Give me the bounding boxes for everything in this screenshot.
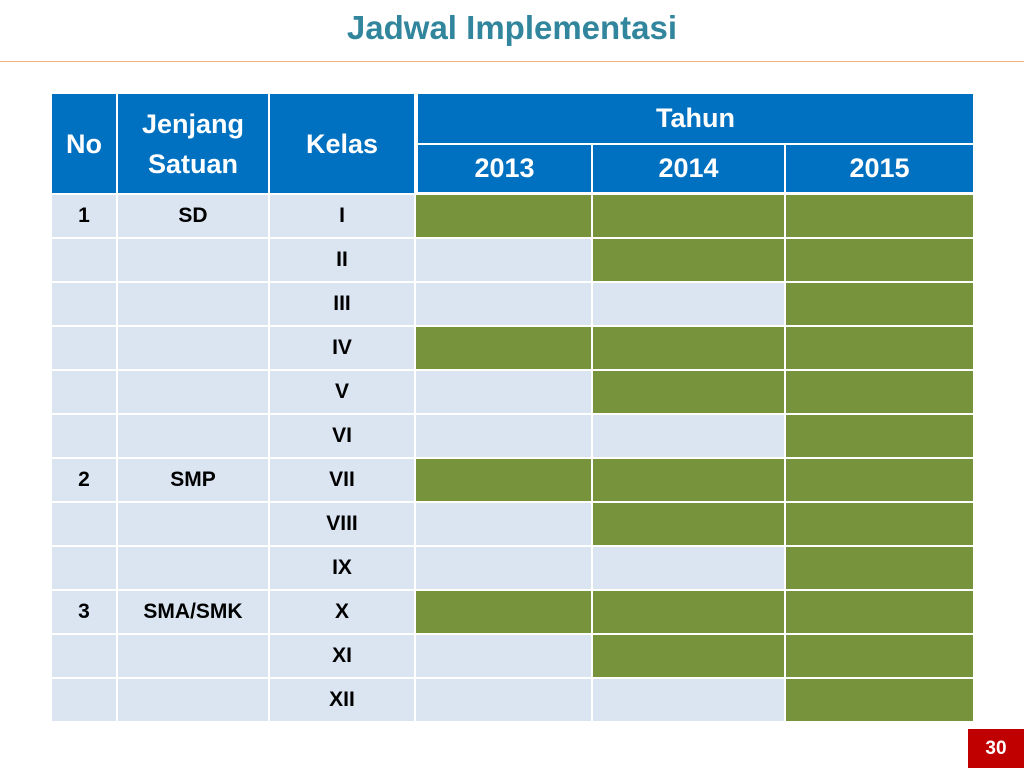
table-row: 1 SD I (52, 195, 974, 239)
cell-no (52, 635, 118, 679)
schedule-body: 1 SD I II III IV V VI 2 SMP VII VIII IX 3 SMA/SMK X XI XI… (52, 195, 974, 723)
cell-year-2013 (416, 679, 593, 723)
cell-kelas: XI (270, 635, 416, 679)
title-divider (0, 61, 1024, 62)
implementation-schedule-table: No Jenjang Satuan Kelas Tahun 2013 2014 … (52, 94, 974, 723)
cell-year-2015 (786, 459, 974, 503)
table-row: XI (52, 635, 974, 679)
cell-year-2013 (416, 239, 593, 283)
cell-year-2015 (786, 371, 974, 415)
header-year-2013: 2013 (416, 145, 593, 195)
cell-year-2013 (416, 503, 593, 547)
cell-kelas: VIII (270, 503, 416, 547)
cell-year-2015 (786, 635, 974, 679)
header-year-2014: 2014 (593, 145, 786, 195)
header-kelas: Kelas (270, 94, 416, 195)
cell-year-2013 (416, 459, 593, 503)
cell-year-2015 (786, 547, 974, 591)
cell-year-2014 (593, 635, 786, 679)
cell-year-2013 (416, 635, 593, 679)
cell-year-2015 (786, 195, 974, 239)
cell-no (52, 239, 118, 283)
cell-jenjang: SMA/SMK (118, 591, 270, 635)
cell-no (52, 327, 118, 371)
cell-year-2013 (416, 371, 593, 415)
cell-kelas: I (270, 195, 416, 239)
table-row: III (52, 283, 974, 327)
cell-year-2014 (593, 195, 786, 239)
cell-no (52, 547, 118, 591)
cell-no: 1 (52, 195, 118, 239)
cell-jenjang (118, 327, 270, 371)
cell-jenjang (118, 547, 270, 591)
cell-no: 2 (52, 459, 118, 503)
table-row: II (52, 239, 974, 283)
cell-year-2013 (416, 547, 593, 591)
cell-jenjang (118, 635, 270, 679)
cell-jenjang (118, 371, 270, 415)
cell-jenjang: SMP (118, 459, 270, 503)
cell-year-2013 (416, 327, 593, 371)
table-row: 2 SMP VII (52, 459, 974, 503)
cell-jenjang: SD (118, 195, 270, 239)
cell-kelas: IV (270, 327, 416, 371)
cell-year-2013 (416, 591, 593, 635)
cell-jenjang (118, 503, 270, 547)
cell-jenjang (118, 679, 270, 723)
table-row: 3 SMA/SMK X (52, 591, 974, 635)
table-row: XII (52, 679, 974, 723)
cell-year-2015 (786, 415, 974, 459)
cell-jenjang (118, 415, 270, 459)
cell-year-2014 (593, 327, 786, 371)
cell-year-2014 (593, 459, 786, 503)
cell-year-2013 (416, 283, 593, 327)
cell-year-2014 (593, 503, 786, 547)
cell-year-2014 (593, 547, 786, 591)
cell-year-2013 (416, 195, 593, 239)
cell-year-2014 (593, 239, 786, 283)
cell-year-2013 (416, 415, 593, 459)
cell-kelas: X (270, 591, 416, 635)
cell-jenjang (118, 239, 270, 283)
table-row: V (52, 371, 974, 415)
cell-kelas: VI (270, 415, 416, 459)
cell-no (52, 283, 118, 327)
header-jenjang-satuan: Jenjang Satuan (118, 94, 270, 195)
cell-kelas: II (270, 239, 416, 283)
cell-no (52, 503, 118, 547)
cell-year-2015 (786, 591, 974, 635)
cell-year-2014 (593, 415, 786, 459)
page-number-badge: 30 (968, 729, 1024, 768)
cell-kelas: IX (270, 547, 416, 591)
cell-jenjang (118, 283, 270, 327)
cell-kelas: XII (270, 679, 416, 723)
cell-no: 3 (52, 591, 118, 635)
cell-year-2014 (593, 591, 786, 635)
cell-kelas: III (270, 283, 416, 327)
table-row: IX (52, 547, 974, 591)
cell-year-2015 (786, 679, 974, 723)
slide-title: Jadwal Implementasi (346, 9, 678, 46)
table-row: VIII (52, 503, 974, 547)
cell-year-2015 (786, 327, 974, 371)
table-row: IV (52, 327, 974, 371)
header-tahun: Tahun (416, 94, 974, 145)
cell-no (52, 415, 118, 459)
cell-year-2014 (593, 679, 786, 723)
header-no: No (52, 94, 118, 195)
cell-no (52, 371, 118, 415)
cell-year-2015 (786, 283, 974, 327)
cell-year-2014 (593, 283, 786, 327)
cell-no (52, 679, 118, 723)
cell-kelas: V (270, 371, 416, 415)
cell-year-2015 (786, 239, 974, 283)
cell-year-2014 (593, 371, 786, 415)
cell-kelas: VII (270, 459, 416, 503)
cell-year-2015 (786, 503, 974, 547)
header-year-2015: 2015 (786, 145, 974, 195)
table-row: VI (52, 415, 974, 459)
